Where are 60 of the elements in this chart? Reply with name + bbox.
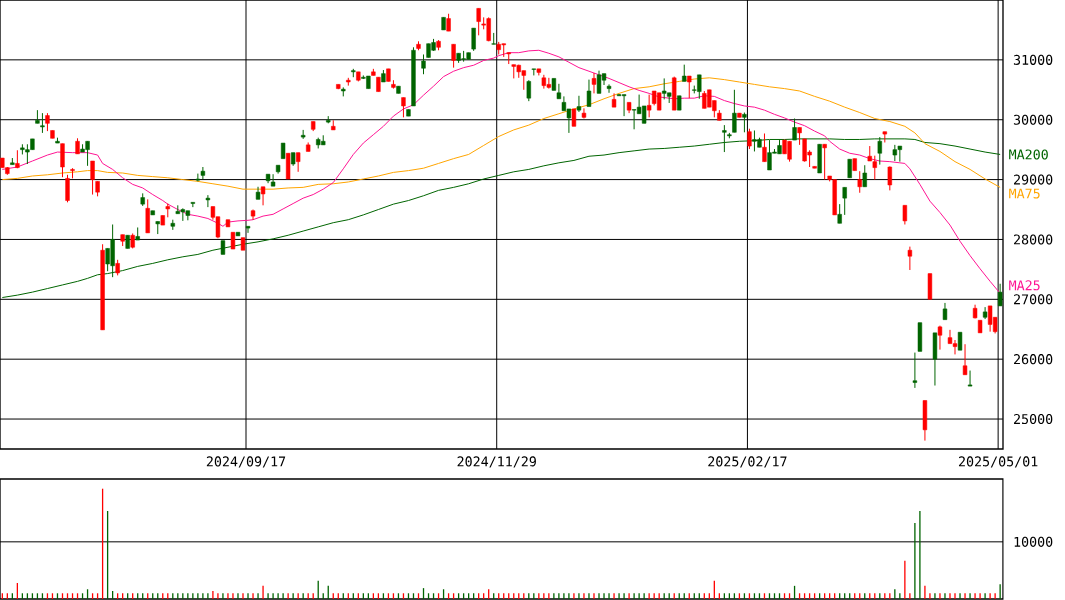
candlestick xyxy=(687,75,692,99)
candlestick xyxy=(451,43,456,69)
candlestick xyxy=(270,173,276,187)
candlestick xyxy=(491,32,496,45)
candlestick xyxy=(847,158,852,179)
x-tick-label: 2025/05/01 xyxy=(958,456,1038,468)
candlestick xyxy=(857,170,862,194)
candlestick xyxy=(997,283,1003,307)
candlestick xyxy=(260,186,266,206)
x-tick-label: 2025/02/17 xyxy=(708,456,787,468)
y-tick-label: 28000 xyxy=(1014,234,1053,245)
candlestick xyxy=(581,107,587,120)
candlestick xyxy=(732,89,737,133)
candlestick xyxy=(586,79,592,108)
candlestick xyxy=(421,53,426,75)
y-tick-label: 25000 xyxy=(1014,413,1053,425)
y-tick-label: 26000 xyxy=(1014,354,1053,365)
candlestick xyxy=(401,97,406,118)
candlestick xyxy=(556,83,562,100)
candlestick xyxy=(471,27,476,52)
candlestick xyxy=(190,201,196,208)
series-label: MA25 xyxy=(1009,280,1040,291)
candlestick xyxy=(822,143,827,181)
series-label: MA200 xyxy=(1009,149,1048,160)
candlestick xyxy=(962,343,968,376)
y-tick-label: 31000 xyxy=(1013,54,1053,65)
x-tick-label: 2024/11/29 xyxy=(457,456,536,468)
candlestick xyxy=(476,7,481,36)
candlestick xyxy=(60,143,65,178)
candlestick xyxy=(40,112,45,134)
y-tick-label: 10000 xyxy=(1014,536,1053,547)
candlestick xyxy=(862,164,867,188)
candlestick xyxy=(742,112,747,133)
candlestick xyxy=(245,225,251,234)
candlestick xyxy=(912,352,918,389)
candlestick xyxy=(902,204,908,225)
candlestick xyxy=(837,203,842,224)
y-tick-label: 30000 xyxy=(1013,114,1053,125)
candlestick xyxy=(762,132,767,163)
candlestick xyxy=(65,174,70,203)
y-tick-label: 27000 xyxy=(1014,294,1053,305)
candlestick xyxy=(967,370,973,387)
y-tick-label: 29000 xyxy=(1014,174,1053,185)
series-label: MA75 xyxy=(1009,188,1040,199)
candlestick xyxy=(195,173,201,182)
candlestick xyxy=(205,194,211,208)
candlestick xyxy=(90,160,95,196)
candlestick xyxy=(591,72,597,94)
candlestick xyxy=(200,166,206,180)
x-tick-label: 2024/09/17 xyxy=(206,456,286,468)
candlestick xyxy=(295,152,301,173)
candlestick xyxy=(576,95,582,113)
candlestick xyxy=(747,128,752,150)
candlestick xyxy=(887,165,892,191)
candlestick xyxy=(606,83,612,94)
candlestick xyxy=(526,79,531,102)
candlestick xyxy=(646,94,652,118)
candlestick xyxy=(907,246,913,271)
candlestick xyxy=(621,94,627,117)
candlestick xyxy=(842,186,847,216)
